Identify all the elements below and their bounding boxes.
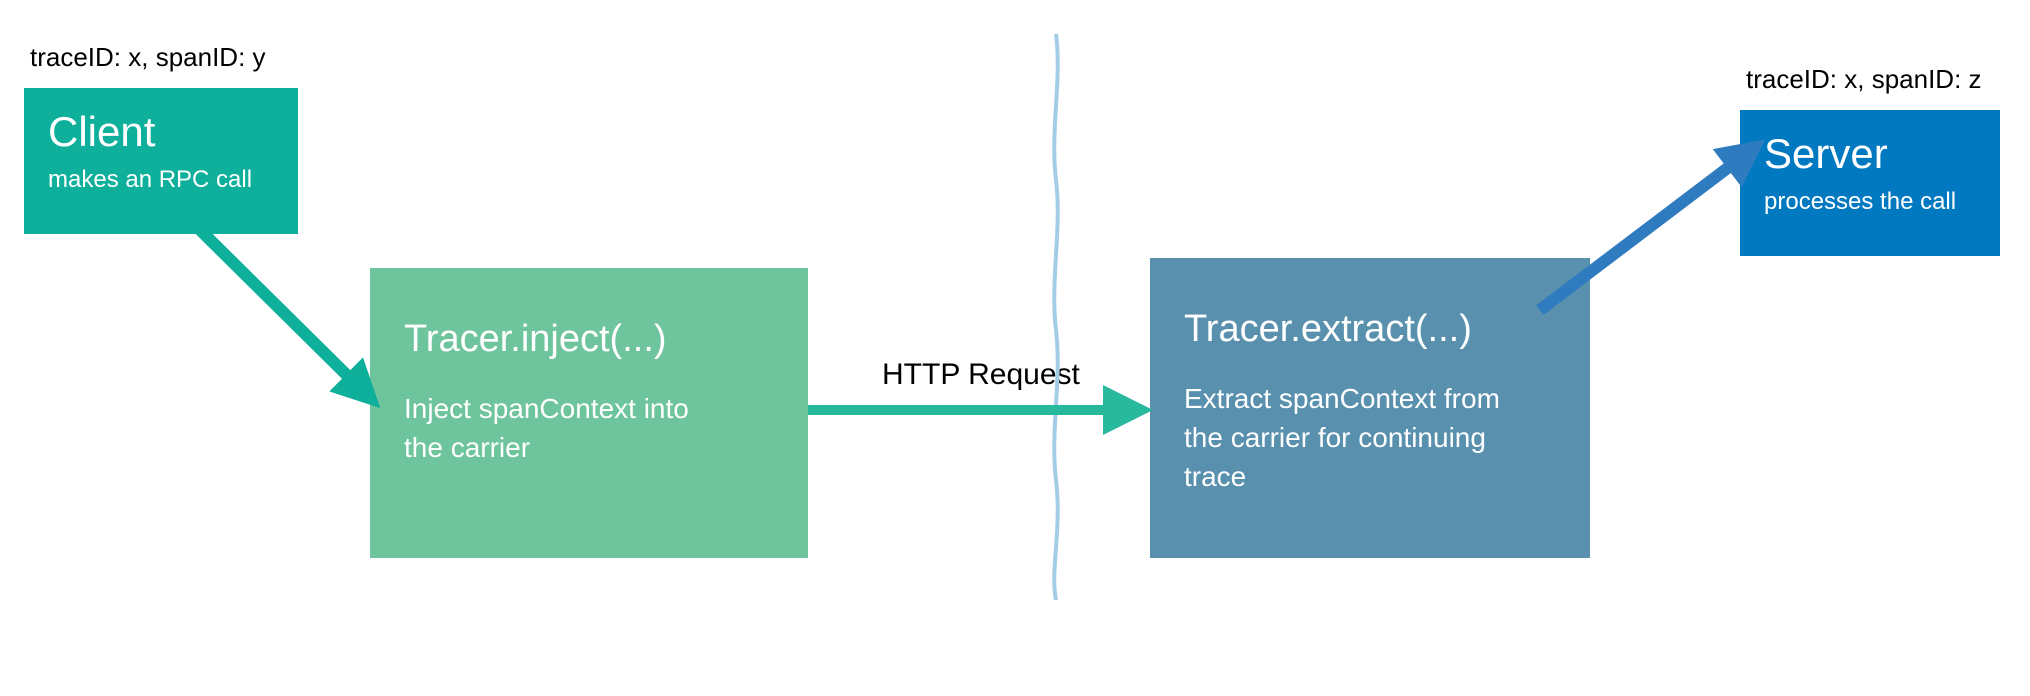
arrows-layer xyxy=(0,0,2030,696)
extract-title: Tracer.extract(...) xyxy=(1184,308,1556,351)
server-title: Server xyxy=(1764,130,1976,178)
extract-node: Tracer.extract(...) Extract spanContext … xyxy=(1150,258,1590,558)
server-subtitle: processes the call xyxy=(1764,188,1976,216)
inject-node: Tracer.inject(...) Inject spanContext in… xyxy=(370,268,808,558)
inject-subtitle: Inject spanContext into the carrier xyxy=(404,389,704,467)
client-subtitle: makes an RPC call xyxy=(48,166,274,194)
divider-line xyxy=(1054,34,1057,600)
client-node: Client makes an RPC call xyxy=(24,88,298,234)
client-title: Client xyxy=(48,108,274,156)
inject-title: Tracer.inject(...) xyxy=(404,318,774,361)
edge-client-to-inject xyxy=(190,220,370,398)
client-annotation: traceID: x, spanID: y xyxy=(30,42,266,73)
extract-subtitle: Extract spanContext from the carrier for… xyxy=(1184,379,1504,497)
server-annotation: traceID: x, spanID: z xyxy=(1746,64,1982,95)
http-request-label: HTTP Request xyxy=(882,358,1080,392)
server-node: Server processes the call xyxy=(1740,110,2000,256)
